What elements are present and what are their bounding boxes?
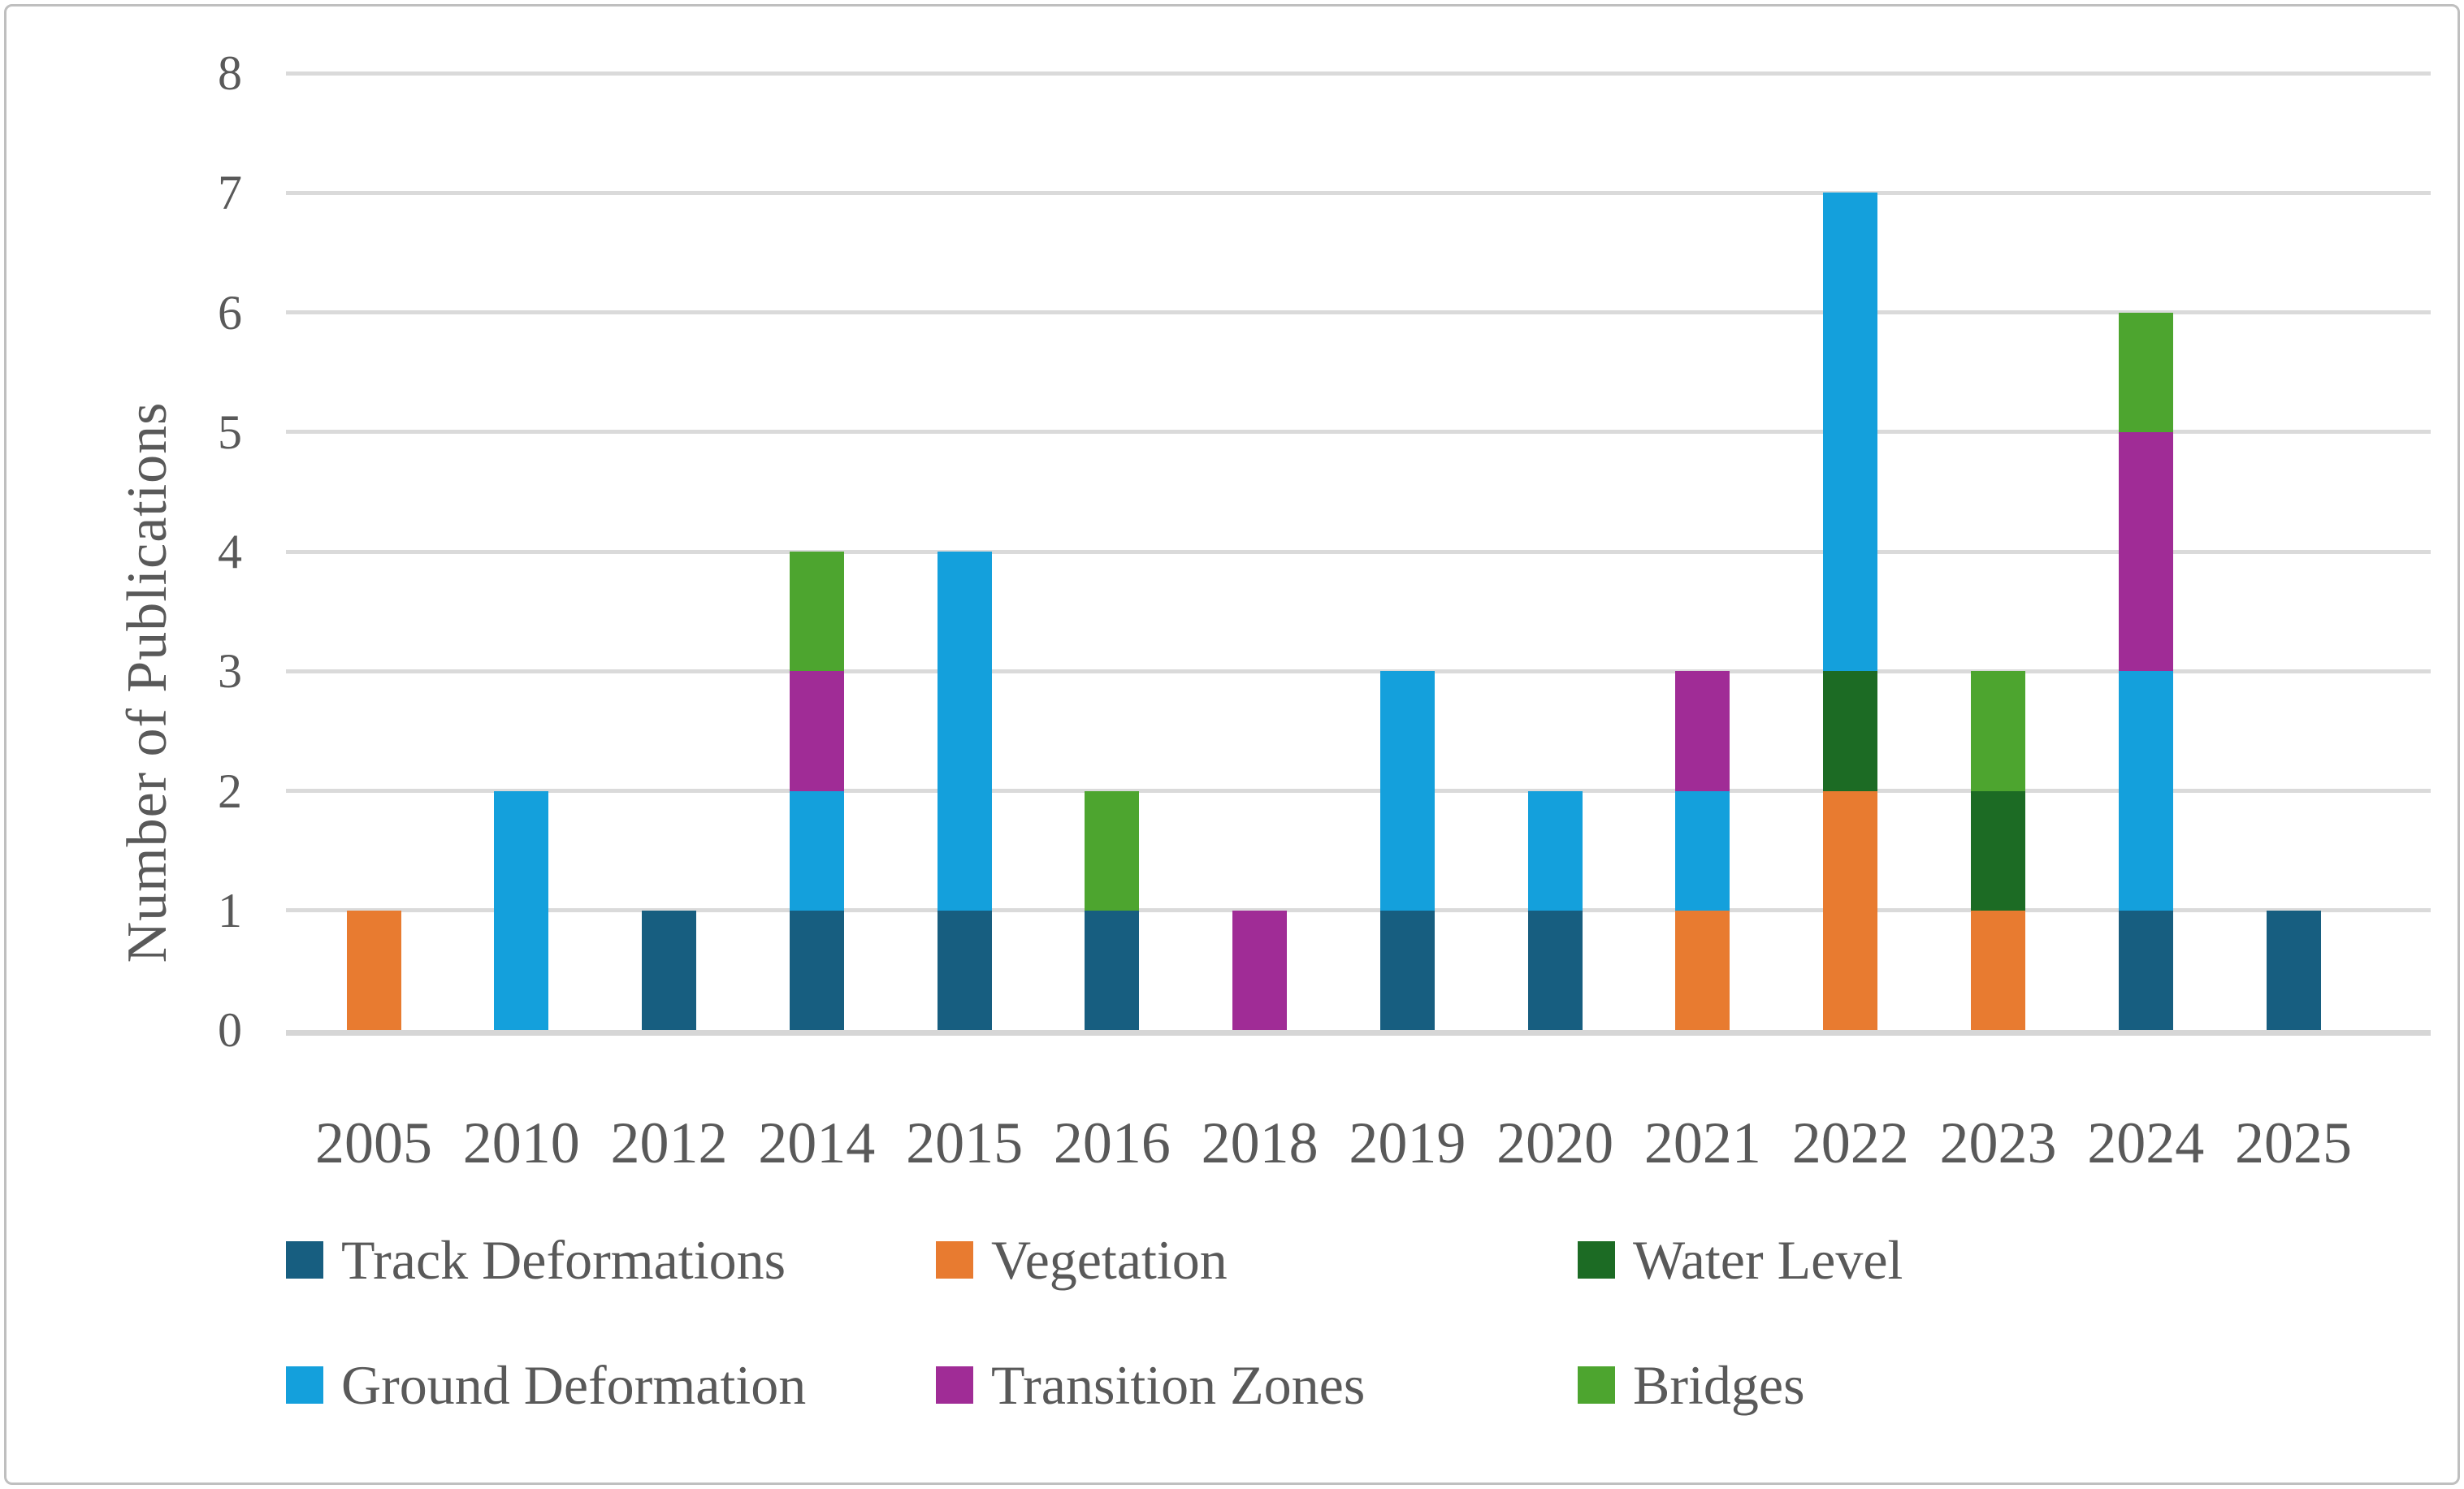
- y-tick-label: 3: [218, 644, 242, 699]
- legend-marker-icon: [286, 1241, 323, 1279]
- bar-segment-ground-deformation-2021: [1675, 790, 1730, 911]
- x-tick-label: 2021: [1643, 1110, 1761, 1175]
- bar-segment-track-deformations-2019: [1379, 910, 1435, 1030]
- legend-marker-icon: [286, 1366, 323, 1404]
- y-tick-label: 4: [218, 525, 242, 578]
- gridline: [286, 549, 2431, 554]
- bar-segment-transition-zones-2018: [1232, 910, 1288, 1030]
- x-tick-label: 2005: [314, 1110, 432, 1175]
- figure-border: [4, 4, 2460, 1485]
- x-tick-label: 2024: [2087, 1110, 2205, 1175]
- gridline: [286, 71, 2431, 76]
- legend-item-bridges: Bridges: [1578, 1353, 1805, 1417]
- legend-label: Bridges: [1633, 1354, 1805, 1416]
- bar-segment-track-deformations-2015: [937, 910, 992, 1030]
- bar-segment-track-deformations-2024: [2118, 910, 2173, 1030]
- gridline: [286, 908, 2431, 913]
- bar-segment-track-deformations-2025: [2266, 910, 2321, 1030]
- bar-segment-ground-deformation-2015: [937, 552, 992, 911]
- bar-segment-ground-deformation-2020: [1527, 790, 1583, 911]
- bar-segment-track-deformations-2020: [1527, 910, 1583, 1030]
- bar-segment-ground-deformation-2022: [1823, 193, 1878, 672]
- bar-segment-vegetation-2005: [346, 910, 401, 1030]
- bar-segment-vegetation-2023: [1970, 910, 2025, 1030]
- legend-item-water-level: Water Level: [1578, 1228, 1903, 1292]
- legend-label: Ground Deformation: [341, 1354, 807, 1416]
- legend-item-track-deformations: Track Deformations: [286, 1228, 786, 1292]
- x-tick-label: 2016: [1053, 1110, 1171, 1175]
- x-tick-label: 2023: [1939, 1110, 2057, 1175]
- bar-segment-bridges-2016: [1085, 790, 1140, 911]
- bar-segment-track-deformations-2016: [1085, 910, 1140, 1030]
- legend-label: Water Level: [1633, 1229, 1903, 1291]
- y-tick-label: 2: [218, 764, 242, 818]
- bar-segment-track-deformations-2014: [789, 910, 844, 1030]
- bar-segment-ground-deformation-2014: [789, 790, 844, 911]
- legend-marker-icon: [936, 1366, 973, 1404]
- legend-label: Transition Zones: [991, 1354, 1366, 1416]
- x-tick-label: 2025: [2235, 1110, 2352, 1175]
- bar-segment-water-level-2022: [1823, 671, 1878, 791]
- bar-segment-ground-deformation-2024: [2118, 671, 2173, 911]
- x-tick-label: 2012: [610, 1110, 728, 1175]
- y-tick-label: 8: [218, 46, 242, 100]
- y-tick-label: 1: [218, 883, 242, 937]
- gridline: [286, 669, 2431, 673]
- legend-item-ground-deformation: Ground Deformation: [286, 1353, 806, 1417]
- x-tick-label: 2019: [1349, 1110, 1466, 1175]
- bar-segment-track-deformations-2012: [642, 910, 697, 1030]
- x-tick-label: 2010: [462, 1110, 580, 1175]
- legend-marker-icon: [1578, 1241, 1615, 1279]
- bar-segment-bridges-2023: [1970, 671, 2025, 791]
- gridline: [286, 310, 2431, 314]
- legend-label: Track Deformations: [341, 1229, 786, 1291]
- x-tick-label: 2020: [1496, 1110, 1614, 1175]
- bar-segment-transition-zones-2021: [1675, 671, 1730, 791]
- y-tick-label: 7: [218, 166, 242, 220]
- y-tick-label: 5: [218, 405, 242, 459]
- y-tick-label: 6: [218, 285, 242, 340]
- legend-marker-icon: [936, 1241, 973, 1279]
- legend-item-transition-zones: Transition Zones: [936, 1353, 1365, 1417]
- legend-item-vegetation: Vegetation: [936, 1228, 1228, 1292]
- x-tick-label: 2015: [906, 1110, 1024, 1175]
- x-tick-label: 2022: [1791, 1110, 1909, 1175]
- bar-segment-transition-zones-2024: [2118, 431, 2173, 672]
- bar-segment-bridges-2014: [789, 552, 844, 672]
- bar-segment-bridges-2024: [2118, 312, 2173, 432]
- x-tick-label: 2014: [758, 1110, 876, 1175]
- bar-segment-water-level-2023: [1970, 790, 2025, 911]
- bar-segment-vegetation-2021: [1675, 910, 1730, 1030]
- gridline: [286, 789, 2431, 793]
- x-tick-label: 2018: [1201, 1110, 1319, 1175]
- bar-segment-transition-zones-2014: [789, 671, 844, 791]
- bar-segment-vegetation-2022: [1823, 790, 1878, 1030]
- gridline: [286, 430, 2431, 435]
- legend-marker-icon: [1578, 1366, 1615, 1404]
- bar-segment-ground-deformation-2019: [1379, 671, 1435, 911]
- x-axis-line: [286, 1030, 2431, 1036]
- gridline: [286, 190, 2431, 195]
- bar-segment-ground-deformation-2010: [494, 790, 549, 1030]
- legend-label: Vegetation: [991, 1229, 1228, 1291]
- y-tick-label: 0: [218, 1003, 242, 1057]
